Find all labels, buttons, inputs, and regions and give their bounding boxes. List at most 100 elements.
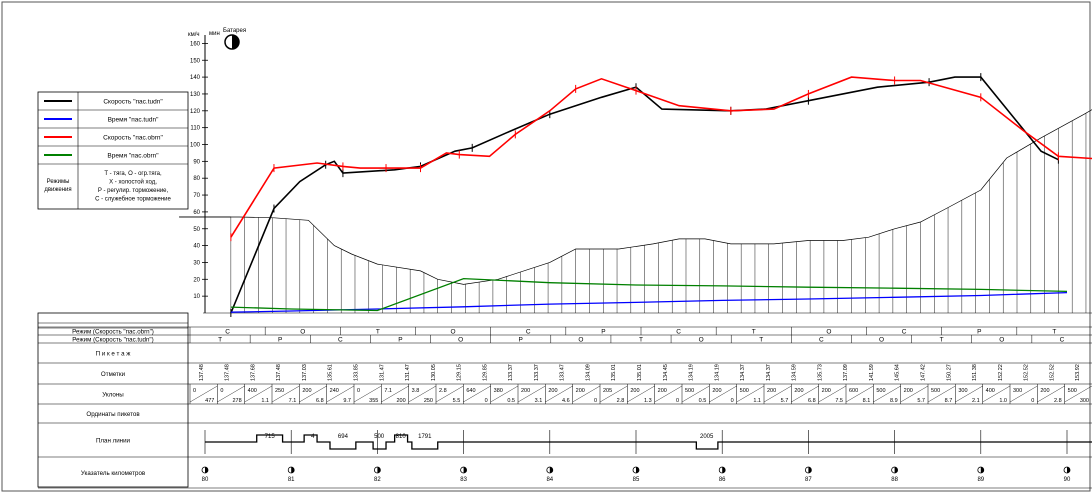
axis-tick-label: 10 [193,294,200,300]
km-label: 88 [891,477,898,483]
axis-tick-label: 70 [193,193,200,199]
series-lines [230,73,1092,317]
gradient-value: 250 [275,388,284,394]
elevation-value: 137.48 [199,364,205,381]
elevation-value: 137.03 [302,364,308,381]
gradient-value: 500 [1068,388,1077,394]
modes-text: С - служебное торможение [95,197,171,203]
gradient-length: 0 [594,398,597,404]
elevation-value: 137.09 [843,364,849,381]
gradient-length: 9.7 [343,398,351,404]
elevation-value: 135.61 [328,364,334,381]
km-label: 89 [977,477,984,483]
gradient-value: 7.1 [384,388,392,394]
gradient-length: 278 [232,398,241,404]
elevation-value: 133.37 [508,364,514,381]
table-row-label: Ординаты пикетов [86,411,140,418]
legend: Скорость "пас.tudn" Время "пас.tudn" Скоро… [37,91,189,210]
gradient-value: 200 [630,388,639,394]
gradient-value: 400 [248,388,257,394]
mode-cell: Т [1052,329,1056,336]
gradient-value: 200 [1040,388,1049,394]
gradient-length: 8.7 [945,398,953,404]
gradient-length: 250 [424,398,433,404]
gradient-value: 500 [685,388,694,394]
gradient-value: 0 [193,388,196,394]
gradient-value: 400 [986,388,995,394]
gradient-value: 200 [904,388,913,394]
gradient-value: 200 [521,388,530,394]
plan-label: 2005 [700,434,714,440]
mode-cell: О [879,337,884,344]
mode-cell: Р [977,329,981,336]
mode-cell: Р [398,337,402,344]
gradient-length: 2.1 [972,398,980,404]
mode-cell: С [338,337,343,344]
axis-tick-label: 90 [193,159,200,165]
km-label: 82 [374,477,381,483]
gradient-value: 3.8 [412,388,420,394]
table-row-label: План линии [96,438,131,445]
elevation-value: 152.52 [1024,364,1030,381]
plan-label: 694 [338,434,349,440]
elevation-value: 134.45 [663,364,669,381]
gradient-length: 1.1 [753,398,761,404]
table-row-label: Указатель километров [81,470,146,477]
axis-tick-label: 130 [190,92,201,98]
axis-tick-label: 80 [193,176,200,182]
axis-tick-label: 50 [193,227,200,233]
gradient-length: 200 [396,398,405,404]
km-label: 83 [460,477,467,483]
axis-tick-label: 20 [193,277,200,283]
gradient-value: 380 [494,388,503,394]
mode-cell: Р [278,337,282,344]
gradient-length: 2.8 [617,398,625,404]
modes-title: движения [44,187,71,193]
speed-axis: км/ч 10 20 30 40 50 60 70 80 90 100 110 120 130 140 150… [188,32,1092,314]
plan-label: 1791 [418,434,432,440]
gradient-value: 200 [576,388,585,394]
modes-text: Т - тяга, О - огр.тяга, [104,171,162,177]
battery-label: Батарея [223,28,246,34]
km-label: 80 [202,477,209,483]
mode-cell: С [676,329,681,336]
elevation-value: 129.15 [457,364,463,381]
legend-label: Время "пас.tudn" [108,117,160,124]
legend-label: Скорость "пас.obrn" [103,135,163,142]
gradient-value: 205 [603,388,612,394]
modes-title: Режимы [47,179,70,185]
mode-cell: Т [218,337,222,344]
plan-label: 810 [396,434,407,440]
series-line [230,277,1068,312]
plan-label: 500 [374,434,385,440]
axis-tick-label: 120 [190,109,201,115]
gradient-value: 640 [466,388,475,394]
gradient-length: 8.1 [863,398,871,404]
gradient-value: 240 [330,388,339,394]
km-label: 85 [633,477,640,483]
elevation-value: 135.01 [637,364,643,381]
gradient-value: 0 [220,388,223,394]
min-label: мин [209,31,220,37]
profile-line [179,109,1092,285]
plan-label: 715 [265,434,276,440]
mode-cell: Р [601,329,605,336]
axis-tick-label: 60 [193,210,200,216]
gradient-length: 7.5 [835,398,843,404]
gradient-length: 5.7 [917,398,925,404]
elevation-value: 153.92 [1075,364,1081,381]
elevation-value: 133.37 [534,364,540,381]
gradient-length: 0.5 [507,398,515,404]
km-label: 87 [805,477,812,483]
gradient-length: 1.1 [261,398,269,404]
elevation-value: 129.85 [482,364,488,381]
axis-tick-label: 40 [193,244,200,250]
gradient-value: 2.8 [439,388,447,394]
gradient-length: 355 [369,398,378,404]
gradient-length: 8.9 [890,398,898,404]
gradient-value: 200 [767,388,776,394]
mode-cell: С [902,329,907,336]
table-row-label: Режим (Скорость "пас.tudn") [72,337,153,344]
